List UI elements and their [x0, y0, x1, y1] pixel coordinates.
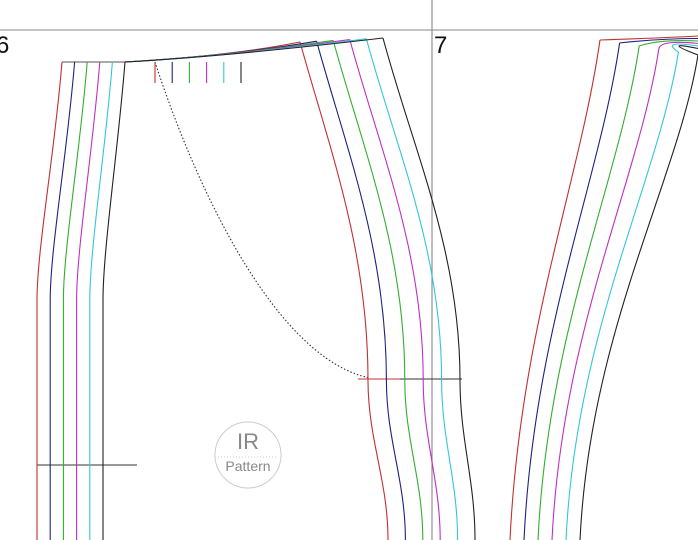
- page-number: 7: [434, 32, 447, 59]
- size-outline: [36, 61, 63, 540]
- size-outline: [382, 37, 476, 540]
- logo-text: IR: [237, 429, 259, 454]
- size-outline: [124, 37, 384, 63]
- size-outline: [658, 41, 698, 50]
- size-outline: [89, 61, 113, 540]
- size-outline: [349, 39, 441, 540]
- size-outline: [316, 41, 406, 540]
- size-outline: [332, 40, 424, 540]
- logo-circle: [214, 421, 282, 489]
- size-outline: [299, 41, 389, 540]
- size-outline: [62, 61, 88, 540]
- size-outline: [599, 35, 698, 41]
- size-outline: [619, 37, 698, 44]
- size-outline: [639, 40, 698, 47]
- dart-curve: [154, 61, 371, 379]
- size-outline: [76, 61, 101, 540]
- size-outline: [102, 61, 126, 540]
- page-number: 6: [0, 32, 9, 59]
- size-outline: [523, 42, 621, 540]
- size-outline: [671, 43, 698, 53]
- logo: IR Pattern: [214, 421, 282, 489]
- size-outline: [509, 39, 601, 540]
- size-outline: [678, 45, 698, 56]
- size-outline: [551, 48, 660, 540]
- size-outline: [365, 38, 459, 540]
- size-outline: [579, 54, 698, 540]
- logo-text: Pattern: [225, 458, 270, 474]
- size-outline: [49, 61, 76, 540]
- size-lines: [36, 35, 698, 540]
- size-outline: [537, 45, 640, 540]
- size-outline: [565, 51, 679, 540]
